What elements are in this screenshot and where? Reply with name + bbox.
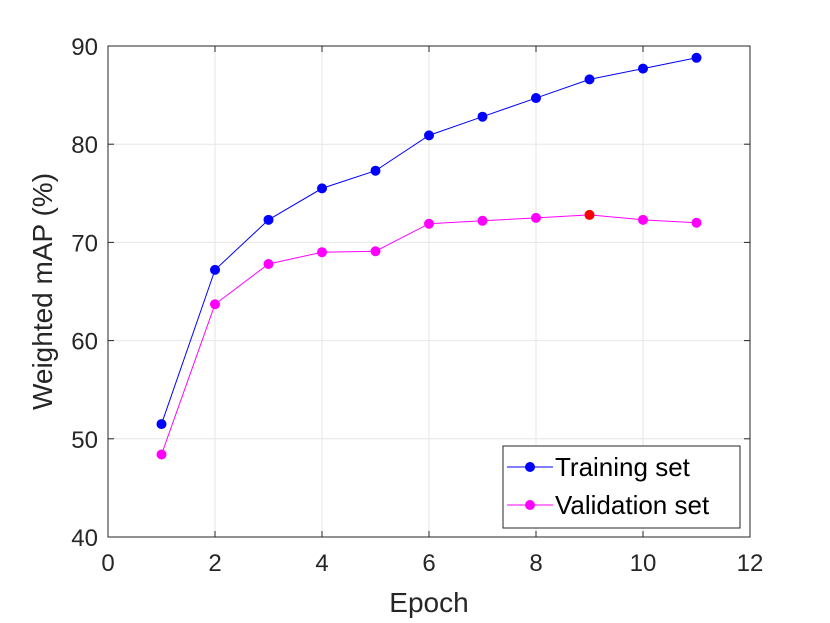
data-point-training-set: [317, 183, 327, 194]
data-point-training-set: [156, 419, 167, 430]
data-point-training-set: [584, 74, 595, 85]
data-point-validation-set: [531, 212, 541, 223]
data-point-training-set: [210, 264, 220, 275]
data-point-validation-set: [156, 449, 167, 460]
x-axis-title: Epoch: [389, 587, 468, 618]
data-point-training-set: [263, 214, 274, 225]
data-point-training-set: [691, 52, 702, 63]
data-point-validation-set: [691, 217, 702, 228]
legend-box: [502, 445, 741, 529]
y-tick-label: 60: [71, 329, 98, 356]
x-tick-label: 0: [101, 550, 114, 577]
data-point-training-set: [424, 130, 434, 141]
y-axis-title: Weighted mAP (%): [27, 173, 58, 410]
y-tick-label: 50: [71, 427, 98, 454]
data-point-validation-set: [370, 246, 381, 257]
legend-marker-validation-set: [525, 500, 535, 510]
data-point-validation-set: [424, 218, 434, 229]
legend-label-training-set: Training set: [555, 452, 691, 482]
x-tick-label: 6: [422, 550, 435, 577]
data-point-validation-set: [263, 259, 274, 270]
data-point-validation-set: [584, 209, 595, 220]
y-tick-label: 40: [71, 525, 98, 552]
x-tick-label: 12: [737, 550, 764, 577]
legend: Training set Validation set: [502, 445, 741, 529]
legend-marker-training-set: [525, 462, 535, 472]
x-tick-label: 2: [208, 550, 221, 577]
data-point-training-set: [638, 63, 648, 74]
axis-ticks: 0 2 4 6 8 10 12 40 50 60 70 80 90: [71, 34, 763, 577]
data-point-validation-set: [317, 247, 327, 258]
x-tick-label: 8: [529, 550, 542, 577]
data-point-training-set: [531, 93, 541, 104]
x-tick-label: 10: [630, 550, 657, 577]
legend-label-validation-set: Validation set: [555, 490, 710, 520]
data-point-training-set: [477, 111, 488, 122]
data-point-validation-set: [210, 299, 220, 310]
data-point-validation-set: [638, 214, 648, 225]
y-tick-label: 80: [71, 132, 98, 159]
series-group: [156, 52, 702, 460]
data-point-validation-set: [477, 215, 488, 226]
y-tick-label: 90: [71, 34, 98, 61]
x-tick-label: 4: [315, 550, 328, 577]
data-point-training-set: [370, 165, 381, 176]
y-tick-label: 70: [71, 230, 98, 257]
